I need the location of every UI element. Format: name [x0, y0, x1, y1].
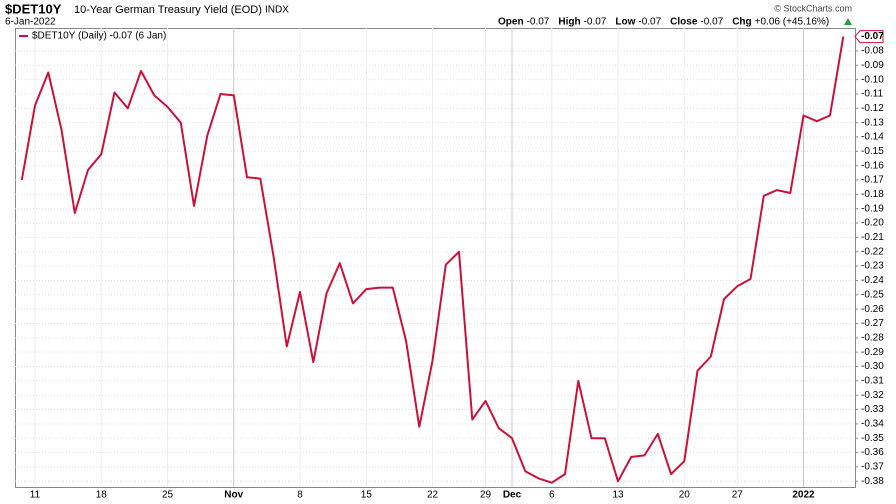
exchange: INDX	[265, 5, 289, 16]
y-tick-label: -0.24	[861, 275, 884, 286]
y-tick-label: -0.08	[861, 46, 884, 57]
x-tick-label: 22	[427, 490, 439, 501]
credit: © StockCharts.com	[774, 3, 852, 13]
stat-value: -0.07	[584, 17, 607, 28]
stat-label: High	[558, 17, 580, 28]
y-tick-label: -0.17	[861, 175, 884, 186]
legend-label: $DET10Y (Daily) -0.07 (6 Jan)	[32, 31, 166, 42]
y-tick-label: -0.13	[861, 117, 884, 128]
y-tick-label: -0.26	[861, 304, 884, 315]
stats: Open -0.07 High -0.07 Low -0.07 Close -0.07 Chg +…	[498, 17, 852, 28]
stat-label: Low	[615, 17, 635, 28]
y-tick-label: -0.22	[861, 246, 884, 257]
y-tick-label: -0.15	[861, 146, 884, 157]
x-tick-label: Dec	[503, 490, 522, 501]
y-tick-label: -0.20	[861, 218, 884, 229]
grid	[15, 28, 858, 487]
y-tick-label: -0.18	[861, 189, 884, 200]
x-tick-label: 20	[679, 490, 691, 501]
x-tick-label: 13	[612, 490, 624, 501]
date: 6-Jan-2022	[5, 17, 56, 28]
x-tick-label: Nov	[224, 490, 243, 501]
y-tick-label: -0.32	[861, 390, 884, 401]
stat-label: Open	[498, 17, 524, 28]
y-tick-label: -0.28	[861, 332, 884, 343]
up-arrow	[844, 18, 852, 25]
y-tick-label: -0.27	[861, 318, 884, 329]
y-tick-label: -0.12	[861, 103, 884, 114]
last-value-tag	[854, 30, 884, 44]
series-line	[20, 36, 845, 484]
plot-frame	[15, 28, 856, 488]
y-tick-label: -0.11	[861, 89, 883, 100]
y-tick-label: -0.19	[861, 203, 884, 214]
symbol: $DET10Y	[5, 1, 62, 16]
stat-label: Chg	[732, 17, 751, 28]
y-tick-label: -0.33	[861, 404, 884, 415]
last-value-label: -0.07	[861, 31, 884, 42]
y-tick-label: -0.30	[861, 361, 884, 372]
stat-value: +0.06 (+45.16%)	[755, 17, 830, 28]
stat-value: -0.07	[638, 17, 661, 28]
x-tick-label: 18	[96, 490, 108, 501]
y-tick-label: -0.36	[861, 447, 884, 458]
y-tick-label: -0.38	[861, 476, 884, 487]
x-tick-label: 15	[361, 490, 373, 501]
y-tick-label: -0.09	[861, 60, 884, 71]
y-tick-label: -0.25	[861, 289, 884, 300]
y-tick-label: -0.23	[861, 261, 884, 272]
chart-title: 10-Year German Treasury Yield (EOD)	[74, 4, 262, 16]
x-tick-label: 29	[480, 490, 492, 501]
y-tick-label: -0.37	[861, 462, 884, 473]
y-tick-label: -0.29	[861, 347, 884, 358]
y-tick-label: -0.14	[861, 132, 884, 143]
x-tick-label: 11	[30, 490, 41, 501]
x-tick-label: 8	[297, 490, 303, 501]
y-tick-label: -0.10	[861, 74, 884, 85]
marks	[20, 36, 845, 484]
y-tick-label: -0.16	[861, 160, 884, 171]
stat-value: -0.07	[700, 17, 723, 28]
stat-value: -0.07	[527, 17, 550, 28]
x-tick-label: 25	[162, 490, 174, 501]
x-tick-label: 27	[732, 490, 744, 501]
x-tick-label: 6	[549, 490, 555, 501]
x-tick-label: 2022	[792, 490, 815, 501]
y-tick-label: -0.31	[861, 375, 884, 386]
y-tick-label: -0.34	[861, 419, 884, 430]
stat-label: Close	[670, 17, 698, 28]
y-tick-label: -0.35	[861, 433, 884, 444]
y-tick-label: -0.21	[861, 232, 884, 243]
